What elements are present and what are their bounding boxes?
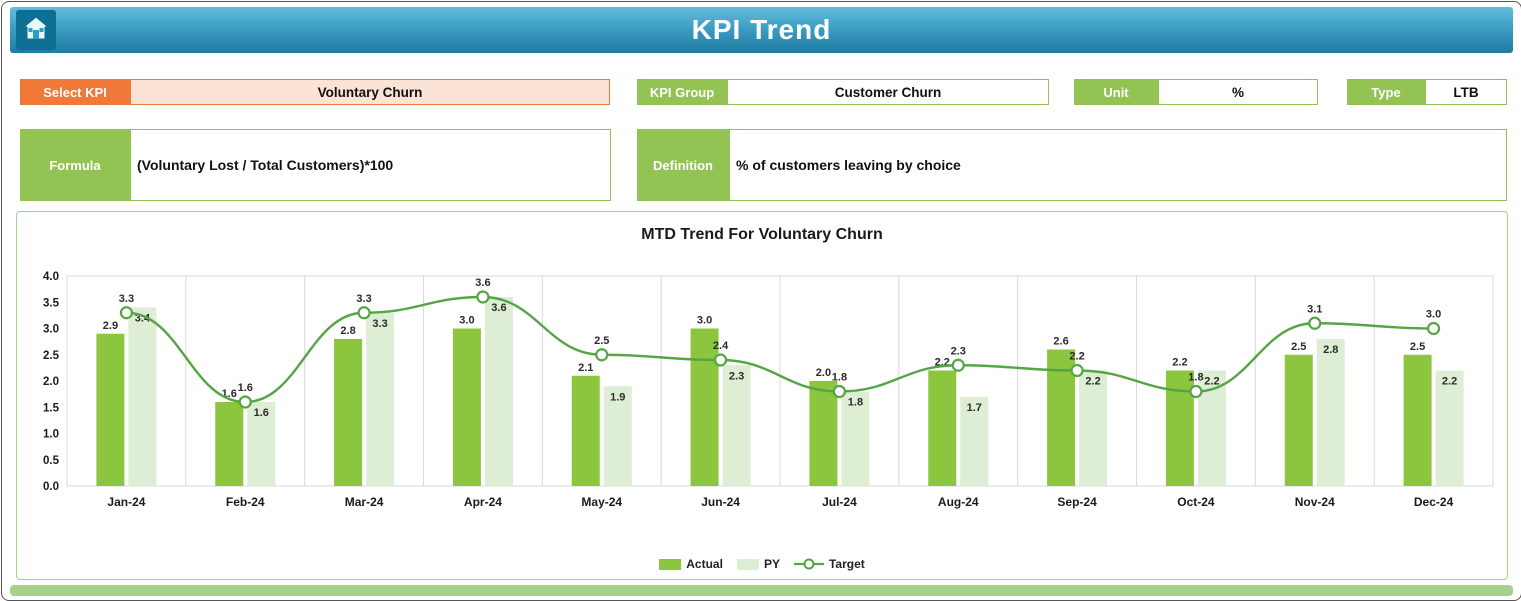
type-value: LTB	[1425, 79, 1507, 105]
svg-text:2.4: 2.4	[713, 340, 729, 352]
svg-text:2.8: 2.8	[1323, 344, 1338, 356]
formula-value: (Voluntary Lost / Total Customers)*100	[130, 129, 611, 201]
svg-text:2.0: 2.0	[43, 376, 59, 388]
svg-text:Jan-24: Jan-24	[107, 495, 145, 509]
kpi-group-label: KPI Group	[637, 79, 727, 105]
svg-text:1.6: 1.6	[238, 382, 253, 394]
legend-item-target[interactable]: Target	[793, 557, 865, 571]
svg-text:2.5: 2.5	[1291, 341, 1306, 353]
select-kpi-label: Select KPI	[20, 79, 130, 105]
svg-text:3.5: 3.5	[43, 297, 60, 309]
svg-text:Sep-24: Sep-24	[1057, 495, 1097, 509]
svg-text:3.1: 3.1	[1307, 303, 1322, 315]
svg-text:2.5: 2.5	[1410, 341, 1425, 353]
svg-text:2.9: 2.9	[103, 320, 118, 332]
page-title: KPI Trend	[691, 14, 832, 45]
home-icon	[22, 14, 50, 47]
trend-chart: 0.0 0.5 1.0 1.5 2.0 2.5 3.0 3.5 4.0 2.9 3.4 Jan-24 1…	[21, 252, 1503, 542]
legend-label-actual: Actual	[686, 557, 723, 571]
kpi-group-value: Customer Churn	[727, 79, 1049, 105]
svg-text:2.2: 2.2	[1172, 357, 1187, 369]
type-label: Type	[1347, 79, 1425, 105]
svg-text:Jul-24: Jul-24	[822, 495, 857, 509]
svg-text:2.2: 2.2	[1069, 351, 1084, 363]
svg-text:1.7: 1.7	[967, 402, 982, 414]
header-banner: KPI Trend	[10, 7, 1513, 53]
svg-text:1.8: 1.8	[832, 372, 847, 384]
legend-label-py: PY	[763, 557, 780, 571]
svg-text:2.8: 2.8	[340, 325, 355, 337]
bottom-accent-bar	[10, 585, 1513, 596]
svg-text:2.0: 2.0	[816, 367, 831, 379]
svg-text:1.0: 1.0	[43, 429, 59, 441]
svg-text:Oct-24: Oct-24	[1177, 495, 1215, 509]
legend-label-target: Target	[828, 557, 865, 571]
legend-item-py[interactable]: PY	[736, 557, 780, 571]
chart-title: MTD Trend For Voluntary Churn	[641, 226, 883, 243]
legend-item-actual[interactable]: Actual	[659, 557, 723, 571]
svg-text:3.0: 3.0	[1426, 309, 1441, 321]
svg-text:0.0: 0.0	[43, 481, 59, 493]
svg-text:3.0: 3.0	[43, 324, 59, 336]
svg-text:1.8: 1.8	[848, 397, 863, 409]
svg-text:1.6: 1.6	[254, 407, 269, 419]
svg-text:3.0: 3.0	[697, 315, 712, 327]
svg-text:Aug-24: Aug-24	[938, 495, 979, 509]
formula-label: Formula	[20, 129, 130, 201]
svg-text:2.2: 2.2	[1442, 376, 1457, 388]
svg-text:Jun-24: Jun-24	[701, 495, 740, 509]
svg-text:3.6: 3.6	[491, 302, 506, 314]
svg-text:2.2: 2.2	[1204, 376, 1219, 388]
svg-text:Nov-24: Nov-24	[1295, 495, 1335, 509]
svg-text:4.0: 4.0	[43, 271, 59, 283]
svg-text:3.0: 3.0	[459, 315, 474, 327]
svg-text:1.5: 1.5	[43, 402, 60, 414]
svg-text:Feb-24: Feb-24	[226, 495, 265, 509]
svg-text:3.3: 3.3	[372, 318, 387, 330]
svg-text:2.5: 2.5	[43, 350, 60, 362]
select-kpi-dropdown[interactable]: Voluntary Churn	[130, 79, 610, 105]
trend-chart-svg: 0.00.51.01.52.02.53.03.54.02.93.4Jan-241…	[43, 271, 1494, 509]
svg-text:1.8: 1.8	[1188, 372, 1203, 384]
svg-text:May-24: May-24	[581, 495, 622, 509]
svg-text:3.6: 3.6	[475, 277, 490, 289]
svg-text:2.6: 2.6	[1053, 336, 1068, 348]
legend-line-marker-icon	[793, 558, 824, 570]
legend-swatch-py	[736, 558, 759, 570]
home-button[interactable]	[16, 10, 56, 50]
definition-value: % of customers leaving by choice	[729, 129, 1507, 201]
definition-label: Definition	[637, 129, 729, 201]
svg-text:1.9: 1.9	[610, 391, 625, 403]
unit-label: Unit	[1074, 79, 1158, 105]
chart-legend: Actual PY Target	[17, 557, 1507, 571]
svg-text:Mar-24: Mar-24	[345, 495, 384, 509]
trend-chart-panel: MTD Trend For Voluntary Churn 0.0 0.5 1.0 1…	[16, 211, 1508, 580]
svg-text:2.2: 2.2	[1085, 376, 1100, 388]
svg-text:2.5: 2.5	[594, 335, 609, 347]
svg-text:2.1: 2.1	[578, 362, 593, 374]
svg-text:2.3: 2.3	[951, 345, 966, 357]
svg-text:2.3: 2.3	[729, 370, 744, 382]
svg-text:0.5: 0.5	[43, 455, 60, 467]
svg-text:3.3: 3.3	[119, 293, 134, 305]
legend-swatch-actual	[659, 558, 682, 570]
svg-text:3.3: 3.3	[356, 293, 371, 305]
svg-text:Dec-24: Dec-24	[1414, 495, 1454, 509]
svg-text:Apr-24: Apr-24	[464, 495, 502, 509]
unit-value: %	[1158, 79, 1318, 105]
